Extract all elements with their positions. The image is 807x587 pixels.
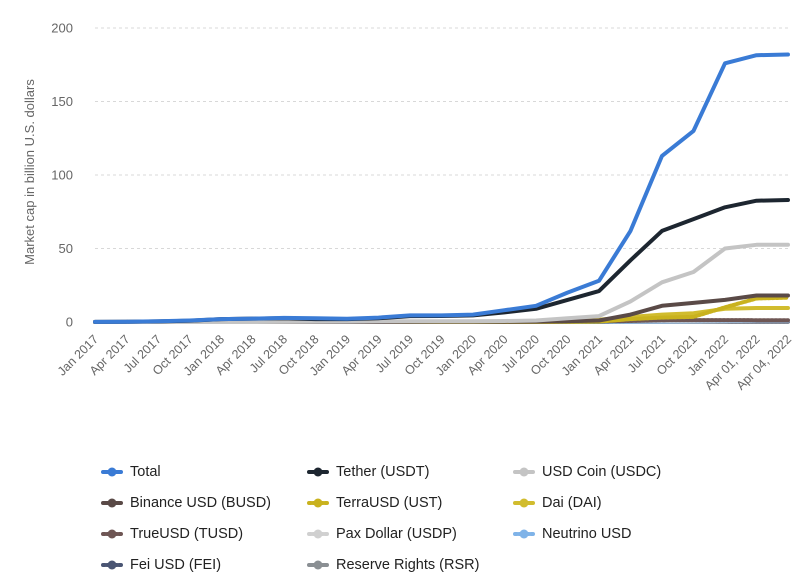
legend-row: TrueUSD (TUSD) Pax Dollar (USDP) Neutrino … (100, 518, 800, 549)
series-lines (93, 52, 790, 324)
legend-swatch-icon (513, 498, 535, 507)
series-line-total (93, 52, 790, 324)
grid-lines (95, 27, 788, 323)
legend-swatch-icon (307, 529, 329, 538)
legend-label: Reserve Rights (RSR) (336, 556, 480, 573)
legend-item[interactable]: Neutrino USD (512, 526, 631, 542)
legend-label: Binance USD (BUSD) (130, 494, 272, 511)
y-tick-label: 50 (59, 241, 73, 256)
legend-label: Dai (DAI) (542, 494, 602, 511)
legend-item[interactable]: Tether (USDT) (306, 464, 512, 480)
legend-label: TrueUSD (TUSD) (130, 525, 244, 542)
y-tick-label: 0 (66, 315, 73, 330)
legend-item[interactable]: Total (100, 464, 306, 480)
legend-swatch-icon (307, 560, 329, 569)
legend-item[interactable]: TerraUSD (UST) (306, 495, 512, 511)
y-axis-ticks: 0 50 100 150 200 (51, 21, 73, 330)
legend-swatch-icon (307, 467, 329, 476)
legend-label: Total (130, 463, 161, 480)
legend-item[interactable]: Pax Dollar (USDP) (306, 526, 512, 542)
legend-item[interactable]: USD Coin (USDC) (512, 464, 661, 480)
legend-row: Total Tether (USDT) USD Coin (USDC) (100, 456, 800, 487)
legend-label: Tether (USDT) (336, 463, 430, 480)
market-cap-line-chart: 0 50 100 150 200 Market cap in billion U.S. … (22, 21, 794, 393)
legend-label: TerraUSD (UST) (336, 494, 443, 511)
legend-row: Fei USD (FEI) Reserve Rights (RSR) (100, 549, 800, 580)
legend-swatch-icon (513, 529, 535, 538)
y-tick-label: 150 (51, 94, 73, 109)
legend-item[interactable]: Dai (DAI) (512, 495, 602, 511)
legend-swatch-icon (513, 467, 535, 476)
legend-swatch-icon (101, 467, 123, 476)
legend-label: Neutrino USD (542, 525, 632, 542)
legend-label: Fei USD (FEI) (130, 556, 222, 573)
legend: Total Tether (USDT) USD Coin (USDC) Binance… (100, 456, 800, 580)
legend-row: Binance USD (BUSD) TerraUSD (UST) Dai (DAI… (100, 487, 800, 518)
y-tick-label: 100 (51, 168, 73, 183)
series-line-usd-coin-usdc (93, 242, 790, 324)
legend-item[interactable]: Reserve Rights (RSR) (306, 557, 512, 573)
legend-swatch-icon (307, 498, 329, 507)
legend-swatch-icon (101, 498, 123, 507)
legend-label: Pax Dollar (USDP) (336, 525, 457, 542)
legend-swatch-icon (101, 529, 123, 538)
legend-swatch-icon (101, 560, 123, 569)
legend-item[interactable]: TrueUSD (TUSD) (100, 526, 306, 542)
y-axis-label: Market cap in billion U.S. dollars (22, 79, 37, 265)
y-tick-label: 200 (51, 21, 73, 36)
legend-label: USD Coin (USDC) (542, 463, 662, 480)
legend-item[interactable]: Binance USD (BUSD) (100, 495, 306, 511)
legend-item[interactable]: Fei USD (FEI) (100, 557, 306, 573)
